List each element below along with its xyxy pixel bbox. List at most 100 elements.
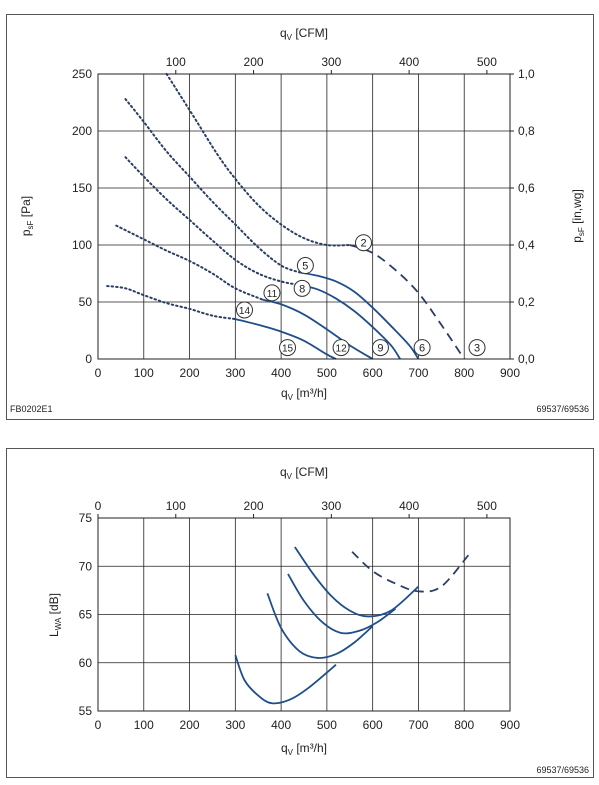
x-tick-label: 900 <box>500 366 520 380</box>
x-tick-label: 800 <box>454 366 474 380</box>
x-tick-label: 300 <box>225 366 245 380</box>
curve-dotted-5 <box>124 156 301 286</box>
y-tick-label: 60 <box>79 656 93 670</box>
x-tick-label: 500 <box>317 366 337 380</box>
pressure-tick-labels: 0 100 200 300 400 500 600 700 800 900 0 50 100 150 200… <box>72 55 535 380</box>
marker-label: 9 <box>377 343 383 355</box>
x-tick-label: 200 <box>180 718 200 732</box>
curve-marker-6: 6 <box>413 339 431 357</box>
y2-tick-label: 0,0 <box>518 352 535 366</box>
x-tick-label: 400 <box>271 718 291 732</box>
x-tick-label: 600 <box>363 718 383 732</box>
noise-curves <box>234 546 470 705</box>
curve-solid-10 <box>235 318 337 360</box>
x2-tick-label: 200 <box>244 55 264 69</box>
marker-circle <box>279 339 297 357</box>
curve-marker-14: 14 <box>235 301 253 319</box>
y2-tick-label: 0,4 <box>518 238 535 252</box>
curve-solid-8 <box>262 298 374 360</box>
y-tick-label: 100 <box>72 238 92 252</box>
bottom-chart-x2-label: qV [CFM] <box>280 465 328 481</box>
x2-tick-label: 0 <box>95 499 102 513</box>
marker-circle <box>332 339 350 357</box>
x-tick-label: 400 <box>271 366 291 380</box>
y-tick-label: 65 <box>79 608 93 622</box>
marker-label: 6 <box>419 343 425 355</box>
marker-circle <box>413 339 431 357</box>
x2-tick-label: 400 <box>399 499 419 513</box>
x2-tick-label: 100 <box>166 499 186 513</box>
x2-tick-label: 400 <box>399 55 419 69</box>
curve-solid-4 <box>299 271 420 360</box>
curve-dotted-7 <box>115 224 264 301</box>
curve-dashed-2 <box>349 244 465 360</box>
x-tick-label: 0 <box>95 718 102 732</box>
bottom-chart-y-label: LWA [dB] <box>47 593 63 637</box>
pressure-chart-panel <box>6 14 594 420</box>
marker-circle <box>296 257 314 275</box>
x-tick-label: 800 <box>454 718 474 732</box>
x-tick-label: 200 <box>180 366 200 380</box>
curve-marker-12: 12 <box>332 339 350 357</box>
marker-label: 14 <box>239 306 251 317</box>
curve-dotted-3 <box>124 98 301 274</box>
x-tick-label: 700 <box>408 718 428 732</box>
top-chart-x2-label: qV [CFM] <box>280 26 328 42</box>
y-tick-label: 200 <box>72 124 92 138</box>
noise-chart-panel <box>6 448 594 778</box>
top-chart-y-label: psF [Pa] <box>19 196 35 236</box>
curve-marker-2: 2 <box>355 234 373 252</box>
curve-solid-2 <box>266 592 374 659</box>
marker-label: 11 <box>267 289 278 300</box>
marker-circle <box>235 301 253 319</box>
x-tick-label: 0 <box>95 366 102 380</box>
curve-marker-8: 8 <box>293 279 311 297</box>
marker-circle <box>293 279 311 297</box>
x2-tick-label: 500 <box>477 55 497 69</box>
pressure-plot-area <box>97 73 511 360</box>
y2-tick-label: 0,2 <box>518 295 535 309</box>
top-chart-code-left: FB0202E1 <box>10 404 53 414</box>
curve-marker-11: 11 <box>263 284 281 302</box>
marker-circle <box>263 284 281 302</box>
curve-marker-9: 9 <box>371 339 389 357</box>
curve-dotted-1 <box>165 73 351 247</box>
marker-label: 12 <box>336 344 348 355</box>
bottom-chart-x-label: qV [m³/h] <box>281 741 327 757</box>
top-chart-code-right: 69537/69536 <box>536 404 589 414</box>
curve-marker-5: 5 <box>296 257 314 275</box>
y2-tick-label: 1,0 <box>518 67 535 81</box>
curve-marker-3: 3 <box>468 339 486 357</box>
x-tick-label: 900 <box>500 718 520 732</box>
top-chart-x-label: qV [m³/h] <box>281 386 327 402</box>
x-tick-label: 100 <box>134 366 154 380</box>
x-tick-label: 500 <box>317 718 337 732</box>
x2-tick-label: 200 <box>244 499 264 513</box>
x2-tick-label: 100 <box>166 55 186 69</box>
x-tick-label: 300 <box>225 718 245 732</box>
y-tick-label: 75 <box>79 511 93 525</box>
y-tick-label: 70 <box>79 559 93 573</box>
y-tick-label: 55 <box>79 704 93 718</box>
x-tick-label: 600 <box>363 366 383 380</box>
marker-circle <box>355 234 373 252</box>
curve-solid-4 <box>294 546 420 618</box>
marker-label: 3 <box>474 343 480 355</box>
marker-label: 15 <box>282 344 294 355</box>
curve-dashed-5 <box>351 551 470 593</box>
y-tick-label: 150 <box>72 181 92 195</box>
y-tick-label: 250 <box>72 67 92 81</box>
marker-label: 8 <box>299 283 305 295</box>
x-tick-label: 700 <box>408 366 428 380</box>
curve-marker-15: 15 <box>279 339 297 357</box>
pressure-curve-markers: 2 3 5 6 8 9 11 12 14 15 <box>235 234 486 357</box>
y-tick-label: 0 <box>85 352 92 366</box>
y2-tick-label: 0,8 <box>518 124 535 138</box>
x-tick-label: 100 <box>134 718 154 732</box>
x2-tick-label: 300 <box>321 499 341 513</box>
y-tick-label: 50 <box>79 295 93 309</box>
curve-solid-6 <box>299 284 401 360</box>
